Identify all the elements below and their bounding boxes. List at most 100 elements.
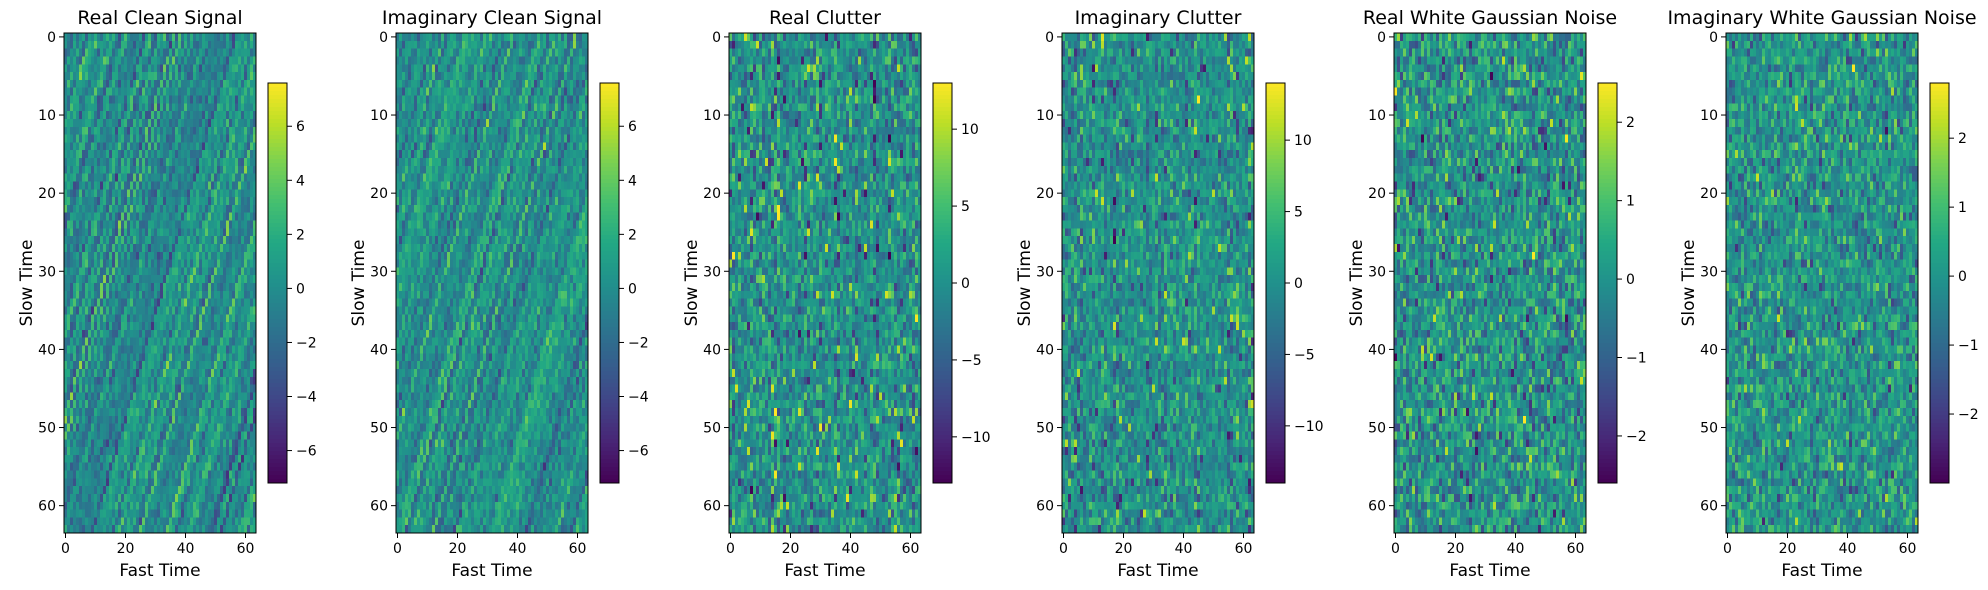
heatmap-cell	[178, 236, 182, 245]
heatmap-cell	[142, 72, 146, 81]
heatmap-cell	[79, 447, 83, 456]
heatmap-cell	[483, 56, 487, 65]
heatmap-cell	[235, 478, 239, 487]
heatmap-cell	[175, 400, 179, 409]
heatmap-cell	[238, 56, 242, 65]
heatmap-cell	[184, 259, 188, 268]
heatmap-cell	[193, 314, 197, 323]
heatmap-cell	[199, 40, 203, 50]
heatmap-cell	[220, 462, 224, 471]
heatmap-cell	[136, 431, 140, 440]
heatmap-cell	[495, 111, 499, 120]
heatmap-cell	[483, 95, 487, 104]
heatmap-cell	[169, 111, 173, 120]
heatmap-cell	[504, 33, 508, 42]
heatmap-cell	[465, 87, 469, 96]
heatmap-cell	[184, 517, 188, 526]
heatmap-cell	[112, 48, 116, 57]
heatmap-cell	[489, 56, 493, 65]
heatmap-cell	[579, 48, 583, 57]
heatmap-cell	[528, 103, 532, 112]
heatmap-cell	[151, 126, 155, 135]
heatmap-cell	[190, 478, 194, 487]
heatmap-cell	[97, 337, 101, 346]
heatmap-cell	[208, 353, 212, 362]
heatmap-cell	[199, 103, 203, 112]
heatmap-cell	[229, 517, 233, 526]
heatmap-cell	[109, 236, 113, 245]
heatmap-cell	[181, 251, 185, 260]
heatmap-cell	[187, 501, 191, 510]
heatmap-cell	[241, 470, 245, 479]
heatmap-cell	[489, 111, 493, 120]
heatmap-cell	[88, 408, 92, 417]
heatmap-cell	[175, 181, 179, 190]
heatmap-cell	[519, 48, 523, 57]
heatmap-cell	[208, 322, 212, 331]
heatmap-cell	[220, 517, 224, 526]
heatmap-cell	[196, 64, 200, 73]
heatmap-cell	[468, 48, 472, 57]
heatmap-cell	[537, 33, 541, 42]
heatmap-cell	[244, 267, 248, 276]
heatmap-cell	[417, 95, 421, 104]
heatmap-cell	[136, 72, 140, 81]
heatmap-cell	[136, 400, 140, 409]
heatmap-cell	[208, 392, 212, 401]
heatmap-cell	[253, 298, 257, 307]
heatmap-cell	[181, 134, 185, 143]
heatmap-cell	[214, 454, 218, 464]
heatmap-cell	[112, 376, 116, 385]
heatmap-cell	[91, 298, 95, 307]
heatmap-cell	[441, 111, 445, 120]
heatmap-cell	[145, 228, 149, 237]
heatmap-cell	[148, 259, 152, 268]
heatmap-cell	[202, 165, 206, 175]
heatmap-cell	[540, 48, 544, 57]
heatmap-cell	[217, 126, 221, 135]
heatmap-cell	[157, 40, 161, 50]
heatmap-cell	[100, 236, 104, 245]
heatmap-cell	[405, 40, 409, 50]
heatmap-cell	[229, 150, 233, 159]
heatmap-cell	[184, 212, 188, 221]
heatmap-cell	[187, 40, 191, 50]
heatmap-cell	[193, 64, 197, 73]
heatmap-cell	[244, 142, 248, 151]
heatmap-cell	[145, 173, 149, 182]
heatmap-cell	[253, 228, 257, 237]
heatmap-cell	[453, 79, 457, 89]
heatmap-cell	[423, 111, 427, 120]
heatmap-cell	[202, 525, 206, 534]
heatmap-cell	[214, 470, 218, 479]
heatmap-cell	[130, 212, 134, 221]
heatmap-cell	[169, 204, 173, 214]
heatmap-cell	[79, 72, 83, 81]
heatmap-cell	[193, 392, 197, 401]
heatmap-cell	[196, 212, 200, 221]
heatmap-cell	[85, 454, 89, 464]
heatmap-cell	[112, 236, 116, 245]
heatmap-cell	[573, 56, 577, 65]
heatmap-cell	[217, 431, 221, 440]
heatmap-cell	[112, 150, 116, 159]
heatmap-cell	[124, 126, 128, 135]
heatmap-cell	[82, 525, 86, 534]
heatmap-cell	[235, 158, 239, 167]
heatmap-cell	[151, 181, 155, 190]
heatmap-cell	[190, 181, 194, 190]
heatmap-cell	[139, 462, 143, 471]
heatmap-cell	[501, 64, 505, 73]
heatmap-cell	[79, 220, 83, 229]
heatmap-cell	[417, 56, 421, 65]
heatmap-cell	[79, 423, 83, 432]
heatmap-cell	[157, 486, 161, 495]
heatmap-cell	[121, 353, 125, 362]
heatmap-cell	[576, 48, 580, 57]
heatmap-cell	[208, 439, 212, 448]
heatmap-cell	[166, 384, 170, 393]
heatmap-cell	[217, 462, 221, 471]
heatmap-cell	[426, 56, 430, 65]
heatmap-cell	[133, 345, 137, 354]
heatmap-cell	[199, 197, 203, 206]
